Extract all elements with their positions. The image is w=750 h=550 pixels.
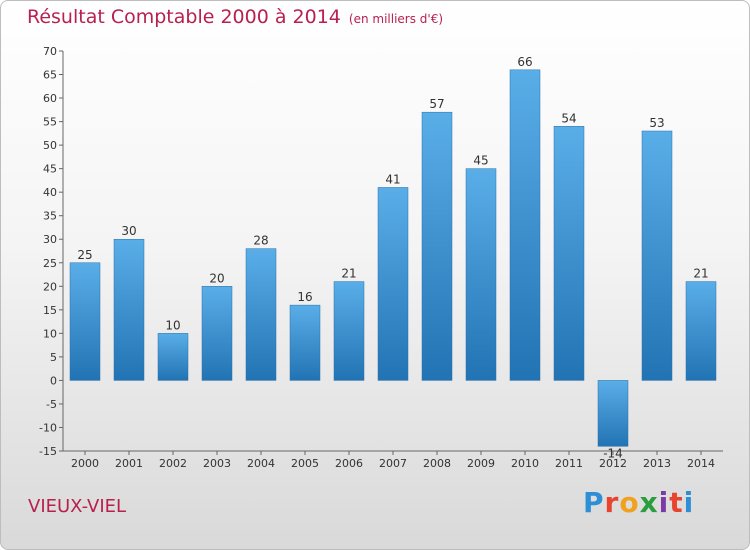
bar: [553, 126, 585, 381]
bar: [113, 238, 145, 381]
town-name: VIEUX-VIEL: [28, 496, 127, 517]
logo-letter: r: [604, 486, 620, 519]
logo-letter: P: [583, 486, 605, 519]
bar: [157, 333, 189, 381]
chart-axes: -15 -10 -5 0 5 10 15 20 25 30 35 40 45 50 55 60 65 70 2000…: [39, 45, 723, 470]
x-tick-label: 2012: [599, 457, 627, 470]
data-label: 66: [517, 55, 532, 69]
y-tick-label: 35: [43, 210, 57, 223]
y-tick-label: 0: [50, 374, 57, 387]
chart-subtitle: (en milliers d'€): [348, 12, 444, 26]
data-label: 30: [121, 224, 136, 238]
data-label: 41: [385, 172, 400, 186]
chart-title: Résultat Comptable 2000 à 2014 (en millie…: [27, 6, 443, 28]
y-tick-label: 45: [43, 163, 57, 176]
bar: [69, 262, 101, 381]
bar: [421, 111, 453, 381]
bar: [377, 187, 409, 381]
bar: [201, 286, 233, 381]
chart-title-text: Résultat Comptable 2000 à 2014: [27, 6, 341, 28]
x-tick-label: 2000: [71, 457, 99, 470]
logo-letter: t: [669, 486, 684, 519]
data-label: 10: [165, 318, 180, 332]
y-tick-label: -5: [46, 398, 57, 411]
data-label: 20: [209, 271, 224, 285]
y-tick-label: 70: [43, 45, 57, 58]
x-tick-label: 2010: [511, 457, 539, 470]
logo-letter: i: [658, 486, 670, 519]
y-tick-label: 60: [43, 92, 57, 105]
data-label: 54: [561, 111, 576, 125]
logo-letter: i: [683, 486, 695, 519]
x-tick-label: 2009: [467, 457, 495, 470]
y-tick-label: 10: [43, 327, 57, 340]
chart-bars: [69, 69, 717, 447]
y-tick-label: 5: [50, 351, 57, 364]
y-tick-label: 65: [43, 69, 57, 82]
x-tick-label: 2002: [159, 457, 187, 470]
x-tick-label: 2003: [203, 457, 231, 470]
data-label: 21: [341, 267, 356, 281]
data-label: 25: [77, 248, 92, 262]
y-tick-label: 20: [43, 280, 57, 293]
bar: [289, 304, 321, 381]
data-label: -14: [603, 446, 623, 460]
data-label: 16: [297, 290, 312, 304]
bar: [245, 248, 277, 381]
logo-letter: x: [639, 486, 659, 519]
y-tick-label: 50: [43, 139, 57, 152]
y-tick-label: 25: [43, 257, 57, 270]
bar: [685, 281, 717, 381]
x-tick-label: 2006: [335, 457, 363, 470]
data-label: 21: [693, 267, 708, 281]
bar: [597, 380, 629, 447]
x-tick-label: 2004: [247, 457, 275, 470]
y-tick-label: 15: [43, 304, 57, 317]
bar: [509, 69, 541, 381]
x-tick-label: 2001: [115, 457, 143, 470]
x-tick-label: 2005: [291, 457, 319, 470]
x-tick-label: 2014: [687, 457, 715, 470]
logo-letter: o: [619, 486, 640, 519]
data-label: 53: [649, 116, 664, 130]
x-tick-label: 2011: [555, 457, 583, 470]
bar: [333, 281, 365, 381]
bar: [465, 168, 497, 381]
y-tick-label: 55: [43, 116, 57, 129]
proxiti-logo: Proxiti: [583, 486, 694, 519]
x-tick-label: 2008: [423, 457, 451, 470]
chart-data-labels: 25 30 10 20 28 16 21 41 57 45 66 54 -14 53 21: [77, 55, 708, 460]
data-label: 45: [473, 154, 488, 168]
y-tick-label: 40: [43, 186, 57, 199]
y-tick-label: -10: [39, 421, 57, 434]
x-tick-label: 2007: [379, 457, 407, 470]
x-tick-label: 2013: [643, 457, 671, 470]
bar: [641, 130, 673, 381]
data-label: 28: [253, 234, 268, 248]
y-tick-label: 30: [43, 233, 57, 246]
data-label: 57: [429, 97, 444, 111]
y-tick-label: -15: [39, 445, 57, 458]
